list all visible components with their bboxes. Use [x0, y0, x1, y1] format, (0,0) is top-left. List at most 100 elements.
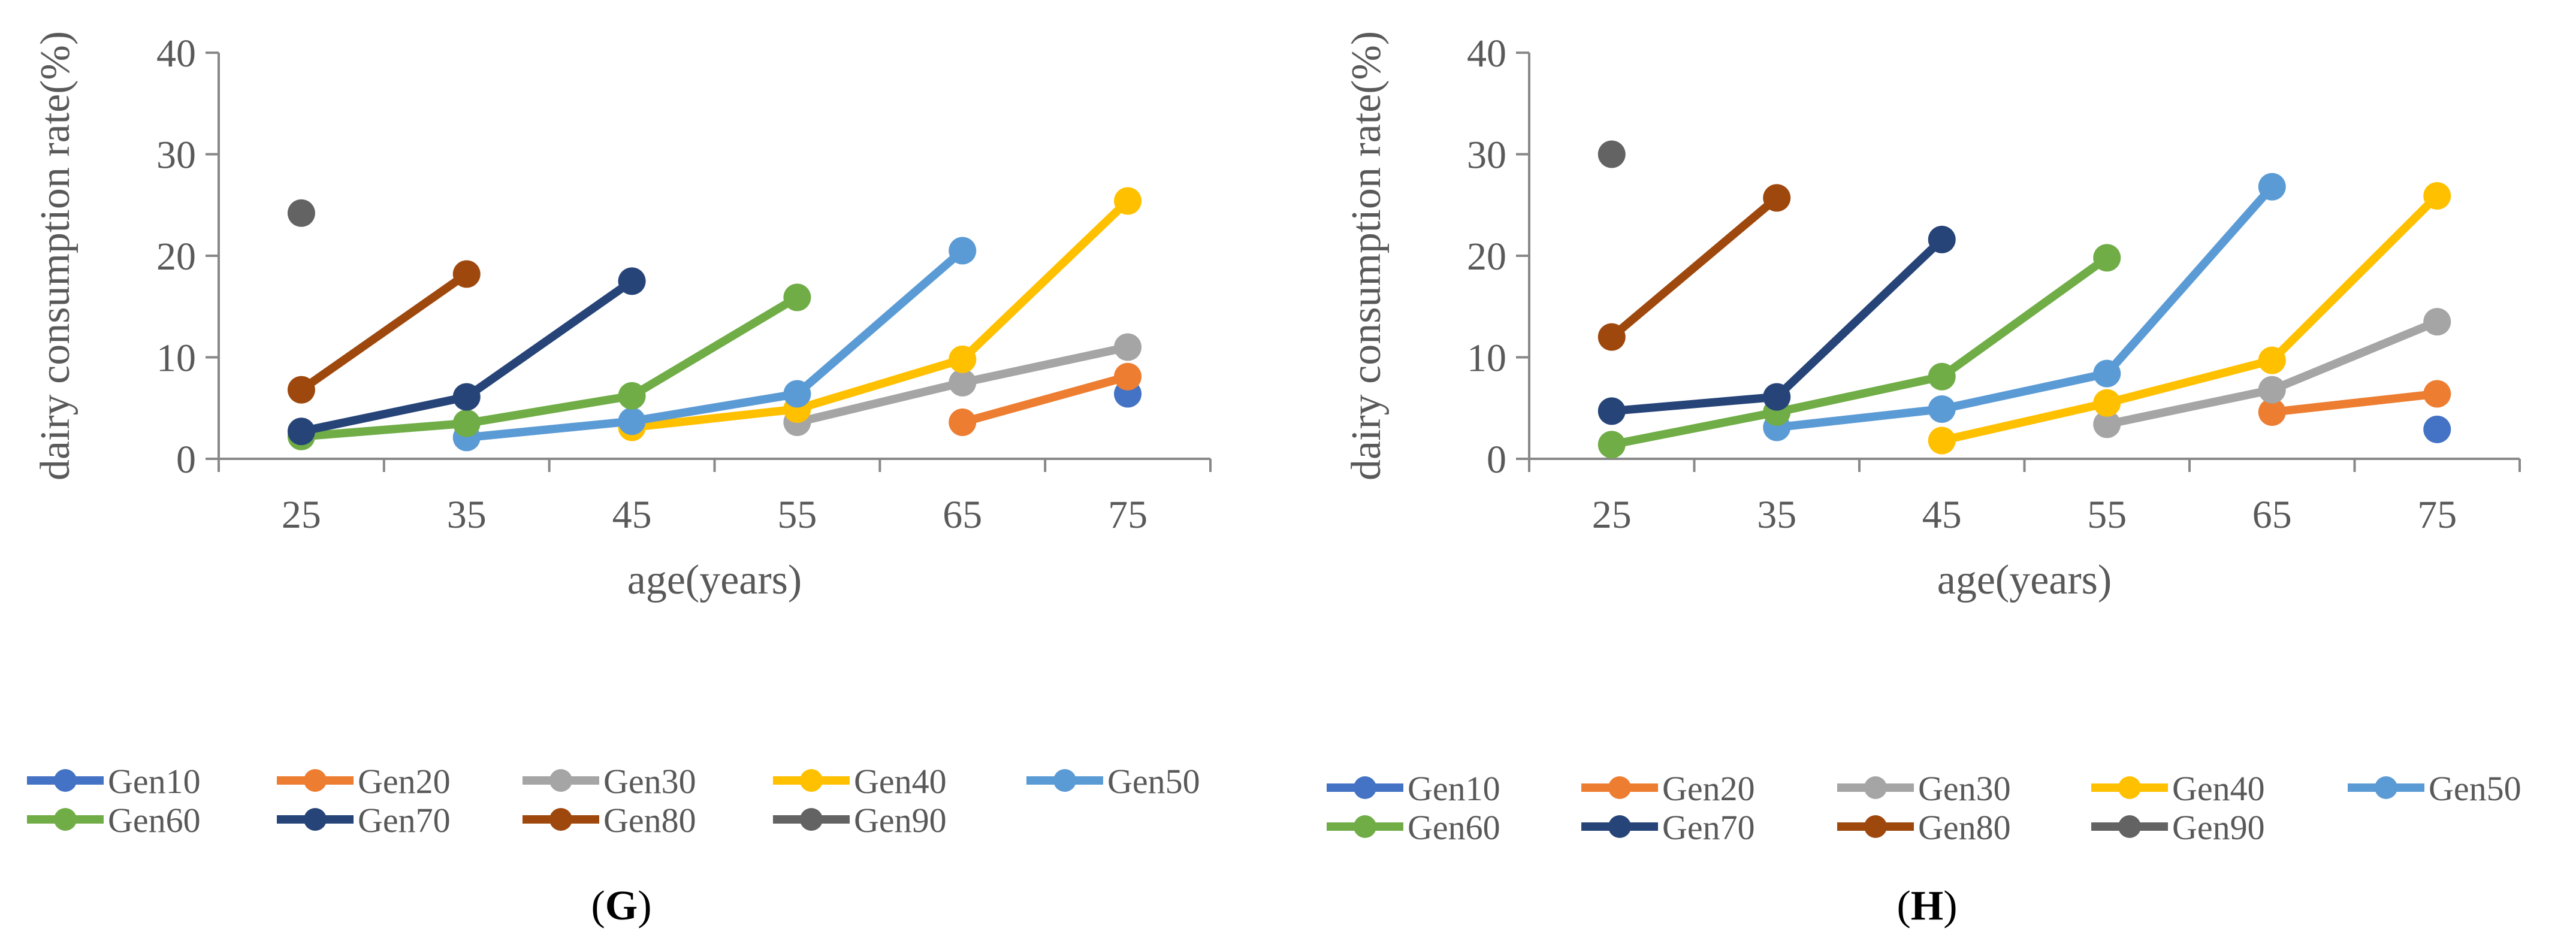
- x-tick-label: 35: [447, 493, 487, 537]
- legend-item-gen80: Gen80: [523, 801, 696, 840]
- legend-label: Gen50: [2429, 769, 2521, 808]
- legend-swatch-marker: [304, 808, 327, 831]
- data-point: [2258, 398, 2286, 426]
- series-line-segment: [958, 372, 1133, 426]
- series-line-segment: [2103, 385, 2276, 429]
- legend-label: Gen80: [603, 801, 696, 840]
- data-point: [452, 383, 481, 411]
- legend-label: Gen60: [1408, 808, 1500, 847]
- data-point: [1928, 395, 1956, 423]
- legend-swatch-marker: [2375, 776, 2397, 799]
- legend-item-gen70: Gen70: [277, 801, 451, 840]
- legend-item-gen30: Gen30: [523, 762, 696, 801]
- series-line-segment: [627, 293, 802, 400]
- series-gen90: [287, 199, 315, 227]
- data-point: [452, 260, 481, 288]
- series-line-segment: [2267, 389, 2442, 417]
- data-point: [2093, 410, 2121, 438]
- legend-swatch-marker: [2118, 776, 2141, 799]
- legend-item-gen90: Gen90: [773, 801, 947, 840]
- y-axis-title: dairy consumption rate(%): [1343, 31, 1390, 480]
- data-point: [1114, 187, 1142, 215]
- x-tick-label: 65: [943, 493, 982, 537]
- series-gen10: [2423, 415, 2451, 443]
- x-tick-label: 75: [1108, 493, 1147, 537]
- series-gen70: [287, 267, 646, 446]
- data-point: [2258, 376, 2286, 404]
- data-point: [1114, 333, 1142, 361]
- y-tick-label: 30: [1467, 134, 1506, 177]
- x-tick-label: 75: [2417, 493, 2457, 537]
- x-axis-title: age(years): [627, 557, 802, 603]
- series-line-segment: [2267, 191, 2442, 365]
- data-point: [1597, 323, 1626, 351]
- legend-item-gen20: Gen20: [277, 762, 451, 801]
- data-point: [287, 376, 315, 404]
- series-line-segment: [1937, 398, 2112, 445]
- series-gen60: [287, 283, 811, 450]
- data-point: [783, 380, 811, 408]
- data-point: [1114, 362, 1142, 391]
- series-gen30: [2093, 308, 2451, 438]
- legend-label: Gen10: [1408, 769, 1500, 808]
- series-gen20: [949, 362, 1142, 436]
- data-point: [618, 407, 646, 435]
- x-tick-label: 55: [777, 493, 817, 537]
- series-gen40: [1928, 181, 2451, 455]
- data-point: [2423, 308, 2451, 336]
- y-tick-label: 10: [156, 337, 196, 380]
- legend-label: Gen70: [358, 801, 451, 840]
- legend-label: Gen30: [1918, 769, 2011, 808]
- series-gen60: [1597, 244, 2121, 459]
- legend-swatch-marker: [54, 769, 77, 792]
- x-axis-title: age(years): [1937, 557, 2112, 603]
- series-line-segment: [958, 196, 1133, 364]
- series-line-segment: [1937, 253, 2112, 381]
- series-line-segment: [2103, 182, 2276, 378]
- series-gen90: [1597, 140, 1626, 168]
- legend-item-gen60: Gen60: [27, 801, 201, 840]
- data-point: [783, 283, 811, 311]
- legend-swatch-marker: [1864, 815, 1887, 838]
- data-point: [949, 408, 977, 436]
- chart-panel-g: 0 10 20 30 40 25 35 45 55 65 75 age(years) dairy con…: [27, 31, 1212, 929]
- data-point: [2258, 173, 2286, 201]
- data-point: [287, 417, 315, 446]
- data-point: [949, 368, 977, 397]
- legend-item-gen50: Gen50: [1026, 762, 1200, 801]
- x-tick-label: 35: [1757, 493, 1796, 537]
- legend-item-gen80: Gen80: [1837, 808, 2011, 847]
- data-point: [287, 199, 315, 227]
- series-line-segment: [462, 391, 636, 428]
- legend-swatch-marker: [1608, 776, 1631, 799]
- series-line-segment: [462, 277, 636, 401]
- series-line-segment: [793, 378, 967, 426]
- x-tick-label: 25: [282, 493, 321, 537]
- data-point: [2093, 359, 2121, 388]
- legend-swatch-marker: [1354, 776, 1376, 799]
- series-line-segment: [1772, 372, 1946, 417]
- legend-swatch-marker: [800, 808, 823, 831]
- series-line-segment: [627, 389, 802, 426]
- series-line-segment: [793, 355, 967, 413]
- legend-swatch-marker: [304, 769, 327, 792]
- x-tick-label: 45: [1922, 493, 1962, 537]
- panel-letter: (H): [1896, 883, 1957, 929]
- legend-item-gen20: Gen20: [1581, 769, 1755, 808]
- x-tick-label: 25: [1592, 493, 1632, 537]
- legend-item-gen70: Gen70: [1581, 808, 1755, 847]
- legend-item-gen10: Gen10: [27, 762, 201, 801]
- y-axis-title: dairy consumption rate(%): [32, 31, 78, 480]
- series-line-segment: [958, 343, 1133, 387]
- legend-label: Gen30: [603, 762, 696, 801]
- legend: Gen10 Gen20 Gen30 Gen40 Gen50 Gen60 Gen70 Gen80…: [27, 762, 1200, 840]
- data-point: [618, 382, 646, 410]
- data-point: [2093, 389, 2121, 417]
- series-line-segment: [1772, 235, 1946, 401]
- y-tick-label: 0: [176, 438, 196, 482]
- legend-label: Gen90: [2172, 808, 2265, 847]
- legend-swatch-marker: [54, 808, 77, 831]
- series-line-segment: [793, 246, 967, 398]
- y-tick-label: 40: [156, 32, 196, 75]
